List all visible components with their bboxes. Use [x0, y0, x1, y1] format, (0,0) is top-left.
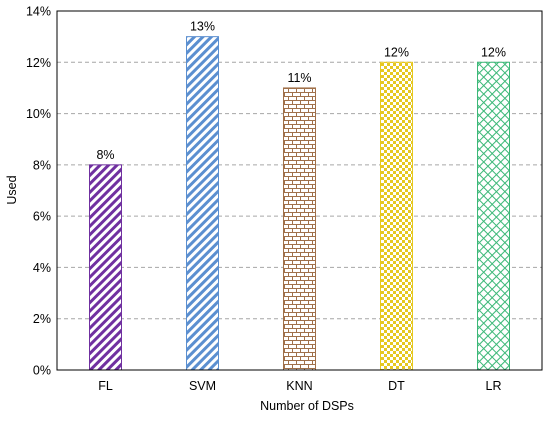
x-tick-label: LR: [486, 379, 502, 393]
data-label: 11%: [287, 71, 311, 85]
y-tick-label: 6%: [33, 210, 51, 224]
x-tick-label: DT: [388, 379, 405, 393]
y-axis-title: Used: [5, 175, 19, 204]
x-tick-label: KNN: [286, 379, 312, 393]
x-tick-label: SVM: [189, 379, 216, 393]
y-tick-label: 2%: [33, 312, 51, 326]
data-label: 13%: [190, 20, 215, 34]
x-tick-label: FL: [98, 379, 113, 393]
x-tick-labels: FL SVM KNN DT LR: [98, 379, 501, 393]
bar-lr: [477, 61, 510, 371]
data-label: 8%: [96, 148, 114, 162]
y-tick-label: 4%: [33, 261, 51, 275]
plot-frame: [56, 10, 543, 371]
data-label: 12%: [384, 45, 409, 59]
bar-dt: [380, 61, 413, 371]
bar-knn: [283, 87, 316, 371]
data-label: 12%: [481, 45, 506, 59]
data-labels: 8% 13% 11% 12% 12%: [96, 20, 506, 162]
y-tick-label: 10%: [26, 107, 51, 121]
bar-svm: [186, 36, 219, 371]
y-tick-label: 14%: [26, 5, 51, 19]
gridlines: [57, 61, 542, 320]
y-tick-label: 8%: [33, 158, 51, 172]
bars: [89, 36, 510, 371]
y-tick-label: 12%: [26, 56, 51, 70]
bar-fl: [89, 164, 122, 371]
y-tick-label: 0%: [33, 364, 51, 378]
y-tick-labels: 0% 2% 4% 6% 8% 10% 12% 14%: [26, 5, 51, 378]
x-axis-title: Number of DSPs: [260, 399, 354, 413]
